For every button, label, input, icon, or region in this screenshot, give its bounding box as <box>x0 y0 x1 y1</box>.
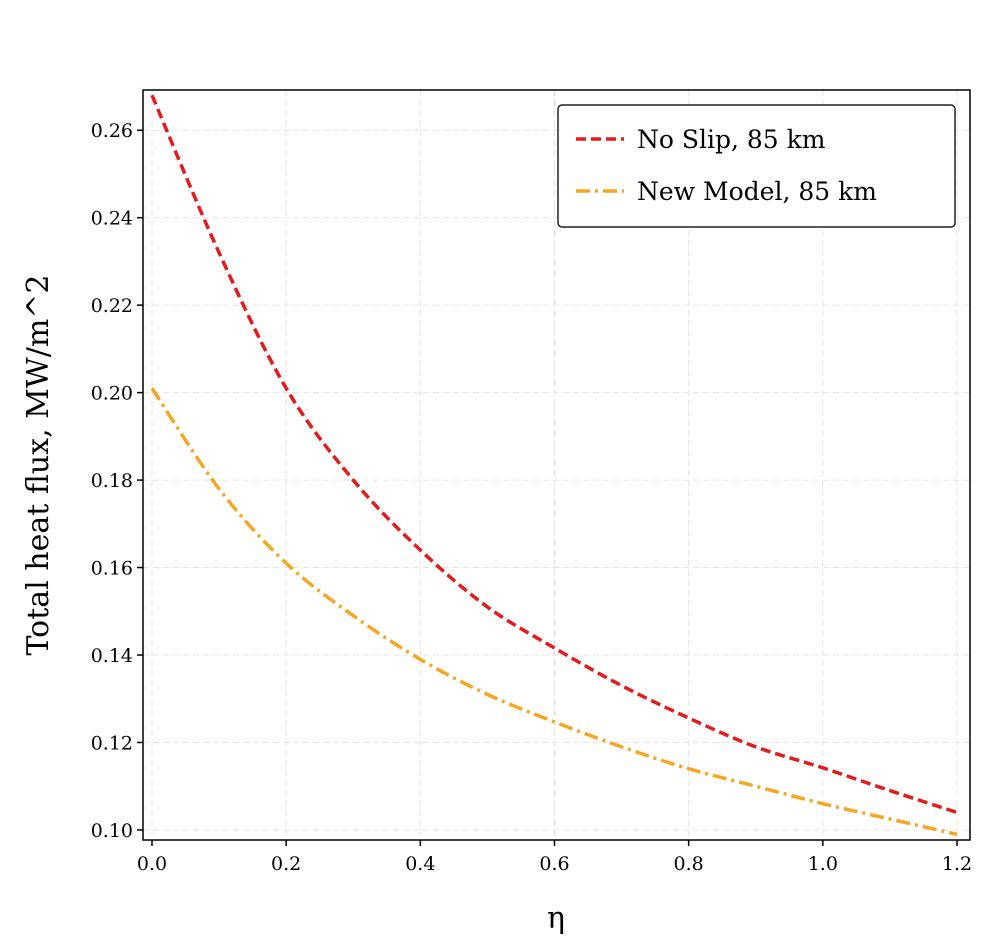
legend-box <box>557 104 956 228</box>
y-axis: 0.10 0.12 0.14 0.16 0.18 0.20 0.22 0.24 0.26 <box>91 120 143 842</box>
legend-label-no-slip: No Slip, 85 km <box>637 125 826 154</box>
x-tick-label: 0.6 <box>539 853 569 875</box>
y-tick-label: 0.24 <box>91 208 133 230</box>
series-lines <box>150 94 958 837</box>
y-tick-label: 0.18 <box>91 470 133 492</box>
x-tick-label: 0.4 <box>405 853 435 875</box>
y-tick-label: 0.16 <box>91 558 133 580</box>
series-line-no-slip <box>150 94 958 815</box>
y-tick-label: 0.26 <box>91 120 133 142</box>
y-tick-label: 0.20 <box>91 383 133 405</box>
legend-label-new-model: New Model, 85 km <box>637 177 877 206</box>
y-tick-label: 0.14 <box>91 645 133 667</box>
series-line-new-model <box>150 387 958 837</box>
x-tick-label: 1.0 <box>808 853 838 875</box>
legend: No Slip, 85 km New Model, 85 km <box>557 104 956 228</box>
plot-frame <box>142 89 971 841</box>
x-axis-label: η <box>547 901 565 936</box>
x-tick-label: 0.8 <box>674 853 704 875</box>
x-axis: 0.0 0.2 0.4 0.6 0.8 1.0 1.2 <box>137 840 972 875</box>
y-tick-label: 0.22 <box>91 295 133 317</box>
y-tick-label: 0.12 <box>91 732 133 754</box>
x-tick-label: 0.0 <box>137 853 167 875</box>
x-tick-label: 0.2 <box>271 853 301 875</box>
y-tick-label: 0.10 <box>91 820 133 842</box>
y-axis-label: Total heat flux, MW/m^2 <box>21 274 56 655</box>
x-tick-label: 1.2 <box>942 853 972 875</box>
